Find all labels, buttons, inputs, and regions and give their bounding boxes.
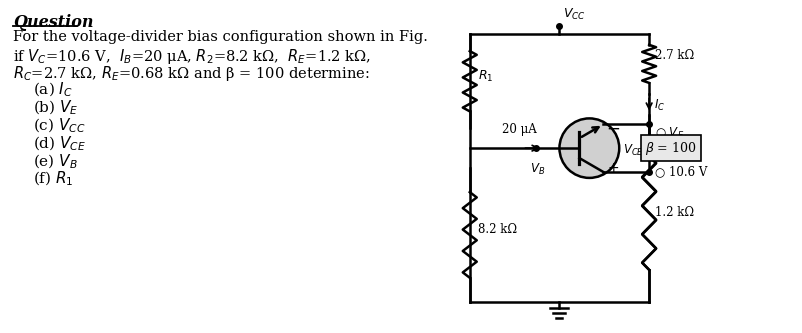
Text: 1.2 kΩ: 1.2 kΩ [654,206,694,219]
Text: if $V_C$=10.6 V,  $I_B$=20 μA, $R_2$=8.2 kΩ,  $R_E$=1.2 kΩ,: if $V_C$=10.6 V, $I_B$=20 μA, $R_2$=8.2 … [14,47,371,66]
Text: (b) $V_E$: (b) $V_E$ [33,99,79,117]
Text: $I_C$: $I_C$ [654,98,665,113]
Circle shape [559,119,618,178]
Text: −: − [606,119,619,137]
Text: $V_{CE}$: $V_{CE}$ [622,143,643,158]
Text: $\beta$ = 100: $\beta$ = 100 [645,140,696,157]
Text: $R_C$=2.7 kΩ, $R_E$=0.68 kΩ and β = 100 determine:: $R_C$=2.7 kΩ, $R_E$=0.68 kΩ and β = 100 … [14,64,370,83]
Text: +: + [606,161,618,175]
Text: (d) $V_{CE}$: (d) $V_{CE}$ [33,134,87,153]
Text: $V_{CC}$: $V_{CC}$ [563,7,585,22]
Text: 2.7 kΩ: 2.7 kΩ [654,49,694,62]
Text: (c) $V_{CC}$: (c) $V_{CC}$ [33,117,86,135]
Text: (f) $R_1$: (f) $R_1$ [33,170,74,188]
Text: Question: Question [14,14,94,31]
Text: $V_B$: $V_B$ [529,162,545,177]
Text: 8.2 kΩ: 8.2 kΩ [477,223,516,236]
Text: ○ 10.6 V: ○ 10.6 V [654,166,707,178]
Text: For the voltage-divider bias configuration shown in Fig.: For the voltage-divider bias configurati… [14,30,427,44]
Text: ○ $V_E$: ○ $V_E$ [654,126,683,142]
Text: $R_1$: $R_1$ [477,69,492,84]
Text: 20 μA: 20 μA [501,123,537,136]
Text: (a) $I_C$: (a) $I_C$ [33,81,73,99]
Text: (e) $V_B$: (e) $V_B$ [33,152,78,170]
